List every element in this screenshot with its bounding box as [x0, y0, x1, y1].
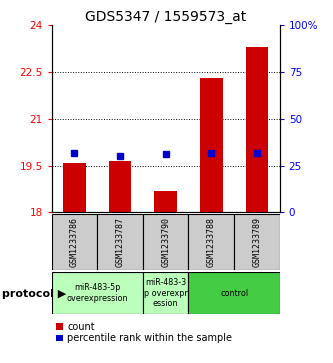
Bar: [52, 214, 97, 270]
Bar: [188, 214, 234, 270]
Text: GSM1233788: GSM1233788: [207, 217, 216, 267]
Text: GSM1233786: GSM1233786: [70, 217, 79, 267]
Bar: [143, 214, 188, 270]
Text: miR-483-5p
overexpression: miR-483-5p overexpression: [67, 284, 128, 303]
Bar: [200, 78, 223, 212]
Bar: [234, 214, 280, 270]
Text: GSM1233789: GSM1233789: [252, 217, 261, 267]
Text: GSM1233787: GSM1233787: [116, 217, 125, 267]
Title: GDS5347 / 1559573_at: GDS5347 / 1559573_at: [85, 11, 246, 24]
Text: protocol ▶: protocol ▶: [2, 289, 66, 299]
Bar: [188, 272, 280, 314]
Text: GSM1233790: GSM1233790: [161, 217, 170, 267]
Bar: [154, 191, 177, 212]
Bar: [245, 47, 268, 212]
Bar: [109, 161, 132, 212]
Bar: [63, 163, 86, 212]
Text: miR-483-3
p overexpr
ession: miR-483-3 p overexpr ession: [144, 278, 187, 308]
Text: control: control: [220, 289, 248, 298]
Bar: [143, 272, 188, 314]
Bar: [52, 272, 143, 314]
Legend: count, percentile rank within the sample: count, percentile rank within the sample: [52, 318, 236, 347]
Bar: [97, 214, 143, 270]
